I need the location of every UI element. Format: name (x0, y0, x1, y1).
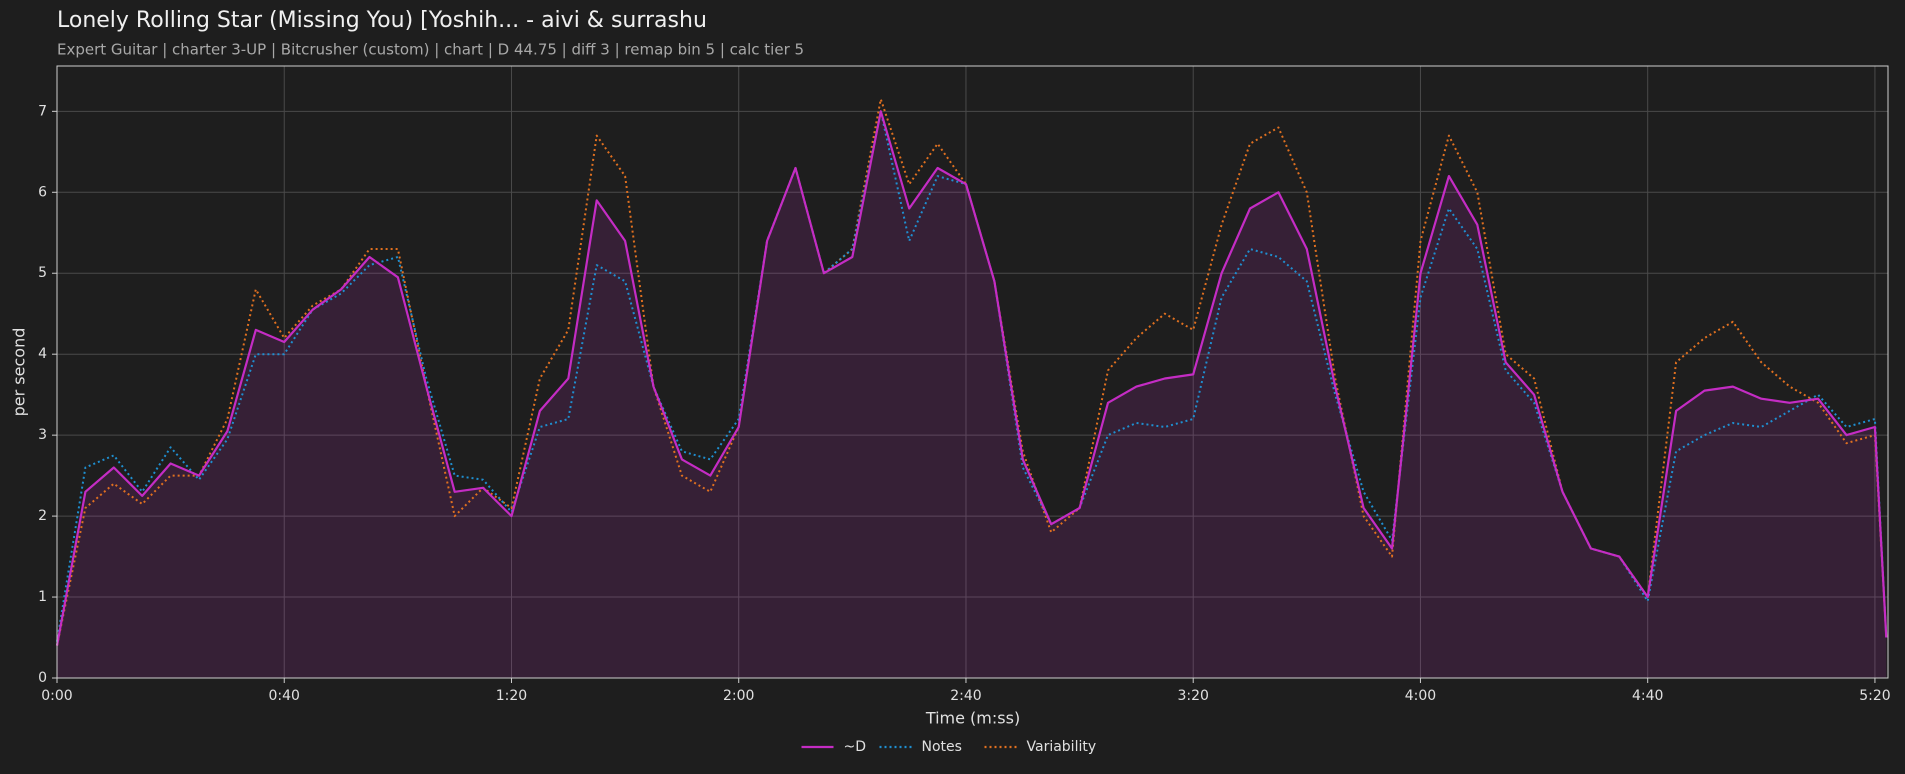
y-tick-label: 7 (38, 103, 47, 119)
legend-label: ~D (844, 739, 867, 755)
legend-label: Variability (1027, 739, 1097, 755)
x-tick-label: 2:40 (950, 688, 981, 704)
y-axis-label: per second (10, 328, 29, 417)
legend-label: Notes (922, 739, 962, 755)
y-tick-label: 6 (38, 184, 47, 200)
y-tick-label: 1 (38, 589, 47, 605)
x-tick-label: 3:20 (1177, 688, 1208, 704)
y-tick-label: 5 (38, 265, 47, 281)
chart-title: Lonely Rolling Star (Missing You) [Yoshi… (57, 8, 707, 33)
x-tick-label: 0:00 (41, 688, 72, 704)
plot-frame (56, 65, 1889, 679)
x-tick-label: 1:20 (496, 688, 527, 704)
x-tick-label: 4:00 (1405, 688, 1436, 704)
x-tick-label: 2:00 (723, 688, 754, 704)
series-line (55, 110, 1888, 646)
y-tick-label: 0 (38, 670, 47, 686)
area-fill (57, 111, 1887, 679)
x-tick-label: 5:20 (1859, 688, 1890, 704)
y-tick-label: 4 (38, 346, 47, 362)
x-tick-label: 4:40 (1632, 688, 1663, 704)
x-axis-label: Time (m:ss) (925, 709, 1020, 728)
y-tick-label: 3 (38, 427, 47, 443)
chart-subtitle: Expert Guitar | charter 3-UP | Bitcrushe… (57, 41, 804, 59)
y-tick-label: 2 (38, 508, 47, 524)
x-tick-label: 0:40 (269, 688, 300, 704)
